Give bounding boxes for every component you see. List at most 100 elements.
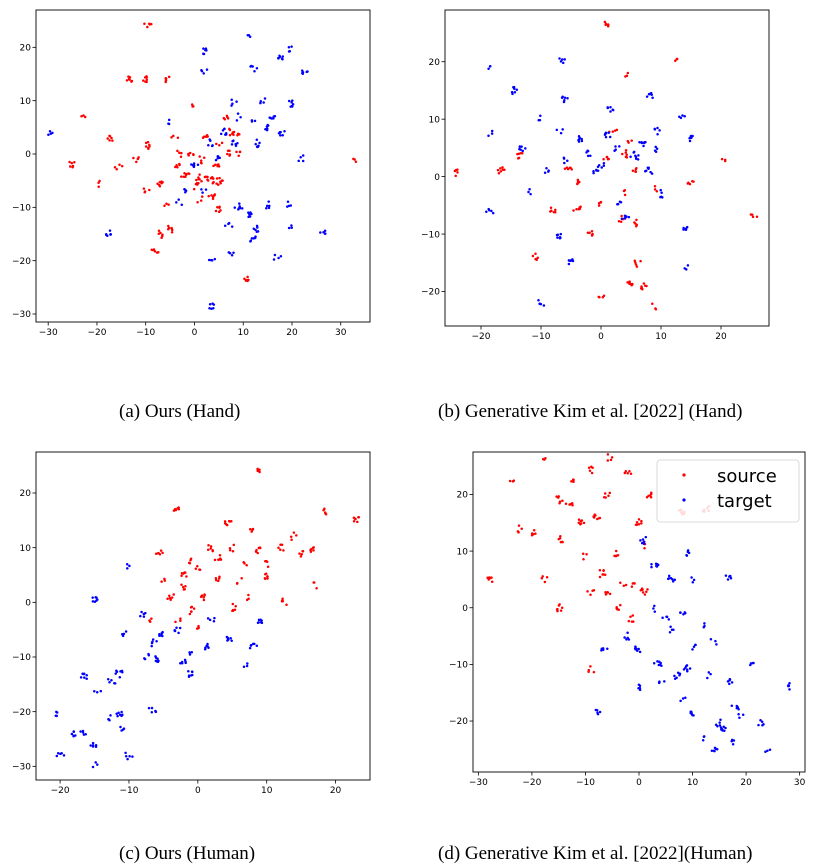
- point-target: [676, 671, 680, 674]
- point-source: [532, 528, 536, 532]
- point-target: [563, 58, 566, 61]
- point-target: [213, 616, 216, 620]
- point-source: [499, 170, 503, 173]
- point-target: [709, 672, 712, 676]
- point-target: [224, 133, 228, 136]
- caption-a: (a) Ours (Hand): [119, 401, 241, 422]
- point-target: [645, 95, 649, 98]
- point-target: [107, 717, 110, 721]
- point-target: [527, 190, 530, 194]
- point-source: [127, 75, 130, 78]
- point-source: [187, 154, 190, 157]
- series-target: [485, 57, 694, 307]
- point-source: [552, 210, 556, 214]
- point-target: [227, 221, 231, 225]
- point-target: [661, 616, 664, 620]
- plot-frame: [472, 451, 806, 773]
- point-target: [256, 621, 260, 625]
- point-target: [728, 677, 732, 681]
- point-source: [226, 115, 229, 119]
- point-target: [239, 115, 242, 119]
- point-target: [113, 682, 117, 685]
- point-target: [167, 118, 171, 122]
- point-source: [157, 229, 161, 232]
- point-source: [111, 139, 114, 142]
- point-target: [207, 258, 211, 262]
- point-target: [690, 710, 693, 714]
- point-target: [231, 102, 234, 106]
- point-source: [187, 172, 190, 175]
- point-target: [684, 666, 687, 669]
- point-source: [626, 281, 629, 284]
- point-target: [561, 128, 564, 131]
- point-source: [619, 220, 623, 224]
- point-target: [151, 638, 155, 641]
- point-target: [606, 106, 609, 109]
- point-source: [582, 521, 586, 525]
- point-target: [718, 721, 721, 724]
- point-source: [592, 515, 595, 518]
- y-tick-label: −10: [12, 204, 31, 214]
- point-target: [669, 576, 673, 580]
- point-target: [108, 681, 111, 684]
- point-target: [272, 258, 276, 261]
- point-target: [151, 640, 154, 644]
- y-tick-label: −20: [449, 717, 468, 727]
- point-target: [703, 622, 706, 625]
- point-source: [184, 173, 188, 176]
- point-target: [237, 208, 240, 211]
- point-target: [640, 541, 644, 545]
- legend: source target: [656, 459, 800, 523]
- point-target: [289, 204, 293, 207]
- point-target: [618, 145, 621, 148]
- point-source: [577, 518, 581, 521]
- point-source: [71, 165, 74, 169]
- point-source: [597, 201, 601, 205]
- point-target: [248, 213, 251, 216]
- x-tick-label: 30: [794, 778, 806, 788]
- point-source: [631, 169, 635, 172]
- point-target: [206, 617, 210, 620]
- point-source: [601, 573, 604, 576]
- point-source: [144, 80, 147, 83]
- point-source: [597, 204, 601, 207]
- point-target: [240, 207, 244, 210]
- point-target: [177, 631, 180, 635]
- point-source: [213, 558, 217, 562]
- point-source: [623, 189, 627, 192]
- point-target: [709, 638, 713, 641]
- point-source: [218, 176, 221, 180]
- series-source: [486, 453, 711, 674]
- point-target: [238, 202, 241, 205]
- point-source: [486, 576, 489, 580]
- point-source: [619, 581, 622, 585]
- point-target: [538, 302, 542, 306]
- point-source: [625, 74, 629, 77]
- point-source: [277, 546, 280, 550]
- point-target: [91, 745, 95, 748]
- point-target: [177, 198, 180, 201]
- point-target: [487, 134, 490, 137]
- point-target: [580, 139, 584, 143]
- point-target: [196, 163, 200, 166]
- point-source: [639, 259, 642, 263]
- point-source: [590, 471, 594, 475]
- point-source: [108, 134, 111, 138]
- point-source: [247, 597, 250, 601]
- point-target: [204, 188, 208, 191]
- point-source: [80, 115, 83, 118]
- point-target: [689, 134, 693, 138]
- point-source: [183, 171, 186, 175]
- point-target: [488, 65, 492, 68]
- point-source: [247, 593, 250, 597]
- point-target: [721, 729, 724, 732]
- point-target: [119, 725, 122, 729]
- point-target: [206, 642, 209, 646]
- point-source: [198, 173, 201, 176]
- point-target: [229, 637, 232, 640]
- point-target: [258, 141, 261, 145]
- point-target: [150, 706, 154, 710]
- point-target: [273, 253, 277, 257]
- point-target: [601, 647, 605, 650]
- point-target: [731, 742, 735, 746]
